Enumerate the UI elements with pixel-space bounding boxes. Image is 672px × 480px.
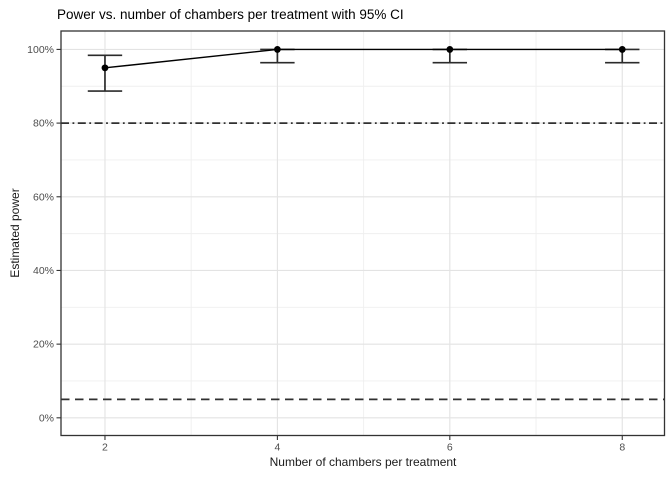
y-tick-label: 20%: [33, 339, 54, 351]
data-point: [446, 46, 454, 53]
x-tick-label: 8: [619, 442, 625, 454]
x-tick-label: 2: [102, 442, 108, 454]
y-tick-label: 80%: [33, 118, 54, 130]
data-point: [273, 46, 281, 53]
data-point: [618, 46, 626, 53]
y-tick-label: 40%: [33, 265, 54, 277]
x-tick-label: 6: [447, 442, 453, 454]
y-tick-label: 100%: [27, 44, 54, 56]
panel-border: [60, 30, 666, 437]
y-tick-label: 60%: [33, 191, 54, 203]
power-line: [104, 48, 623, 69]
chart-title: Power vs. number of chambers per treatme…: [57, 7, 404, 22]
y-tick-label: 0%: [39, 412, 54, 424]
data-point: [101, 64, 109, 72]
y-axis-title: Estimated power: [8, 188, 22, 277]
x-axis-title: Number of chambers per treatment: [270, 455, 457, 469]
x-tick-label: 4: [274, 442, 280, 454]
plot-layer: 0% 20% 40% 60% 80% 100% 2 4 6 8: [27, 30, 666, 454]
